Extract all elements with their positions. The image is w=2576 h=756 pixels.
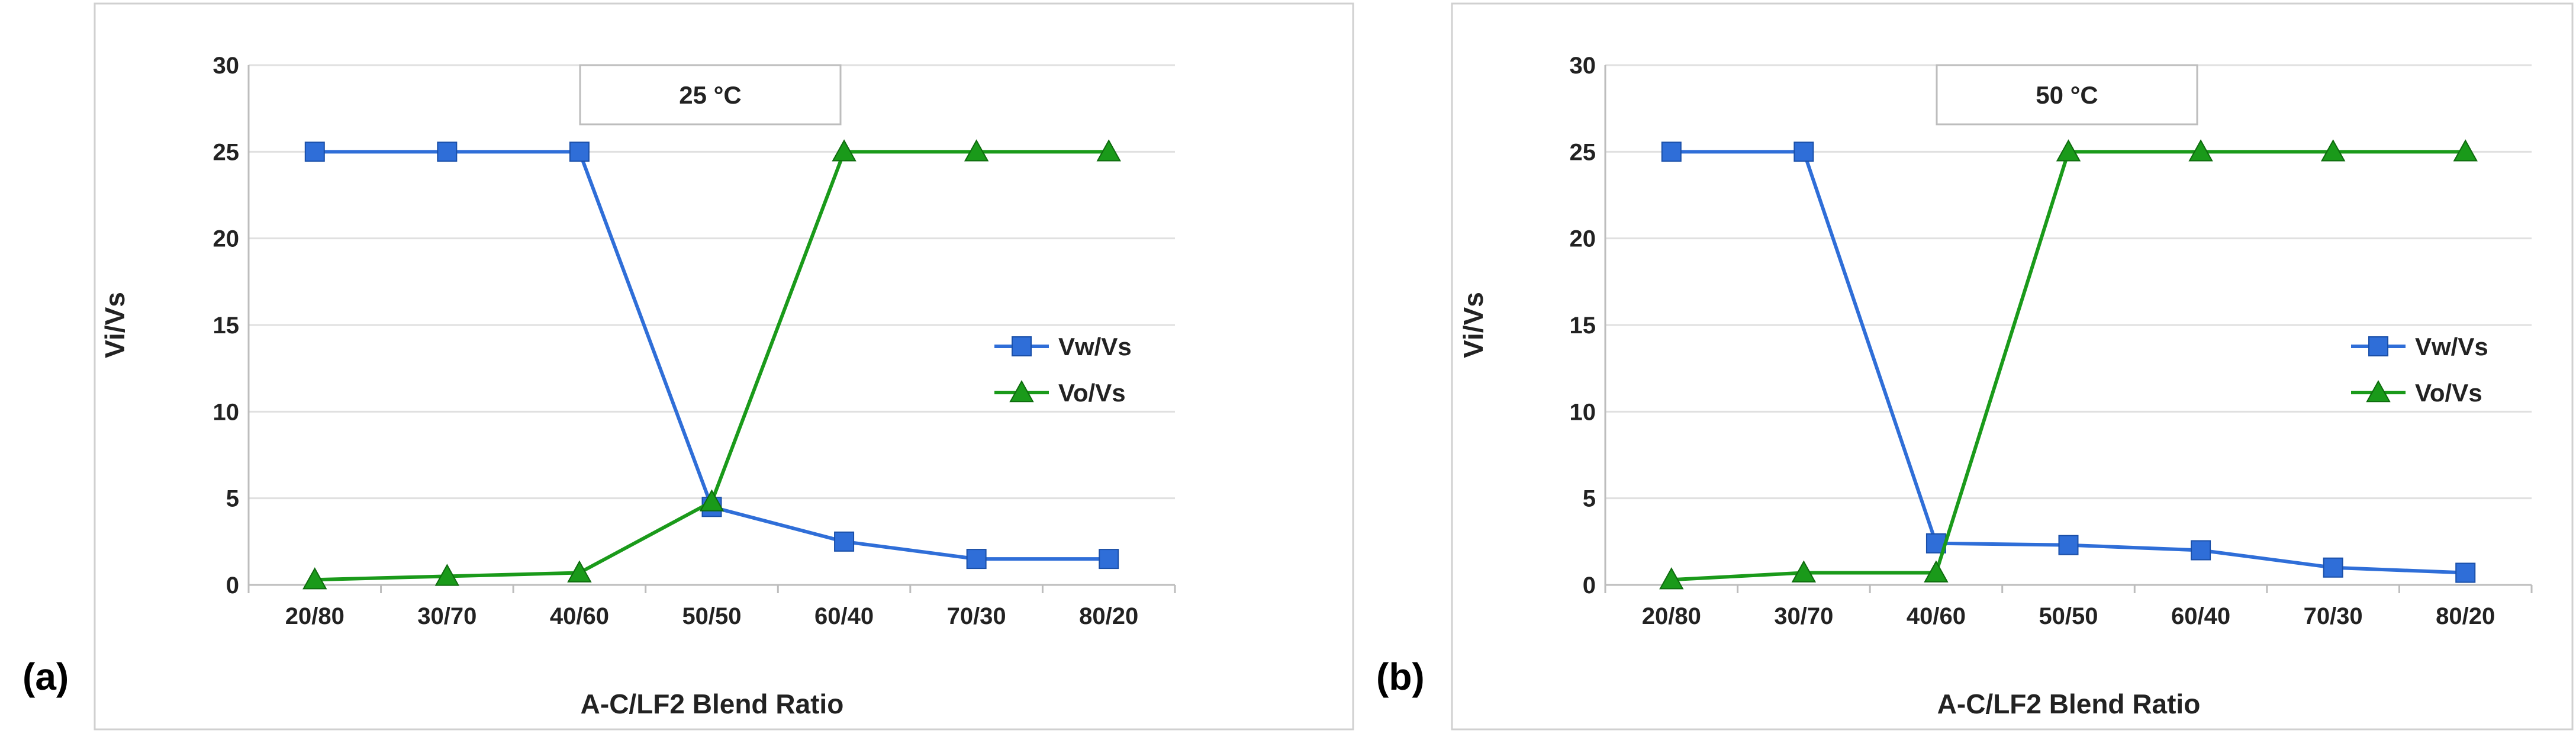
- x-tick-label: 50/50: [2039, 603, 2098, 629]
- legend-label: Vo/Vs: [1058, 379, 1126, 407]
- x-tick-label: 50/50: [682, 603, 741, 629]
- y-axis-title: Vi/Vs: [99, 292, 130, 358]
- y-axis-title: Vi/Vs: [1458, 292, 1489, 358]
- legend-label: Vw/Vs: [2415, 333, 2488, 361]
- data-point-vw-vs: [1099, 549, 1119, 570]
- data-point-vo-vs: [964, 139, 989, 162]
- data-point-vw-vs: [569, 141, 590, 162]
- x-tick-label: 80/20: [2436, 603, 2495, 629]
- y-tick-label: 20: [213, 226, 240, 252]
- y-tick-label: 0: [226, 572, 239, 599]
- panel-label: (b): [1376, 655, 1425, 698]
- x-tick-label: 20/80: [285, 603, 344, 629]
- x-tick-label: 60/40: [814, 603, 874, 629]
- x-axis-title: A-C/LF2 Blend Ratio: [581, 689, 844, 719]
- legend-marker: [1012, 336, 1032, 356]
- data-point-vo-vs: [1924, 560, 1949, 583]
- data-point-vw-vs: [2058, 535, 2079, 555]
- data-point-vw-vs: [2191, 540, 2211, 561]
- y-tick-label: 15: [1570, 313, 1596, 339]
- y-tick-label: 30: [1570, 53, 1596, 79]
- y-tick-label: 5: [226, 486, 239, 512]
- data-point-vw-vs: [2323, 557, 2343, 578]
- temperature-label: 50 °C: [2036, 81, 2098, 109]
- x-tick-label: 40/60: [550, 603, 609, 629]
- data-point-vo-vs: [2320, 139, 2346, 162]
- y-tick-label: 10: [1570, 399, 1596, 425]
- data-point-vo-vs: [2453, 139, 2478, 162]
- y-tick-label: 15: [213, 313, 240, 339]
- y-tick-label: 5: [1583, 486, 1596, 512]
- x-tick-label: 40/60: [1907, 603, 1966, 629]
- data-point-vo-vs: [1659, 567, 1684, 590]
- y-tick-label: 20: [1570, 226, 1596, 252]
- legend-marker: [1009, 379, 1034, 403]
- panel-label: (a): [22, 655, 69, 698]
- x-tick-label: 30/70: [417, 603, 476, 629]
- chart-panel-b: 0 5 10 15 20 25 30 20/80 30/70 40/60 50/50 60/40 70/…: [1376, 2, 2574, 731]
- y-tick-label: 25: [1570, 139, 1596, 165]
- x-tick-label: 30/70: [1774, 603, 1833, 629]
- data-point-vw-vs: [1793, 141, 1814, 162]
- data-point-vo-vs: [567, 560, 592, 583]
- y-tick-label: 25: [213, 139, 240, 165]
- legend-item-vw-vs: Vw/Vs: [2351, 333, 2488, 361]
- data-point-vo-vs: [1096, 139, 1121, 162]
- data-point-vo-vs: [1791, 560, 1817, 583]
- legend-item-vo-vs: Vo/Vs: [994, 379, 1126, 407]
- data-point-vo-vs: [302, 567, 327, 590]
- data-point-vw-vs: [1661, 141, 1682, 162]
- y-tick-label: 0: [1583, 572, 1596, 599]
- x-tick-label: 70/30: [2304, 603, 2363, 629]
- x-axis-title: A-C/LF2 Blend Ratio: [1937, 689, 2201, 719]
- data-point-vw-vs: [304, 141, 325, 162]
- data-point-vo-vs: [2056, 139, 2081, 162]
- data-point-vo-vs: [699, 489, 724, 511]
- temperature-label: 25 °C: [679, 81, 742, 109]
- x-tick-label: 80/20: [1079, 603, 1138, 629]
- data-point-vw-vs: [2455, 562, 2476, 583]
- x-tick-label: 70/30: [947, 603, 1006, 629]
- data-point-vw-vs: [437, 141, 458, 162]
- legend-item-vo-vs: Vo/Vs: [2351, 379, 2482, 407]
- legend-label: Vw/Vs: [1058, 333, 1132, 361]
- legend-item-vw-vs: Vw/Vs: [994, 333, 1132, 361]
- temperature-box: [1936, 64, 2198, 126]
- data-point-vw-vs: [834, 531, 855, 552]
- legend-marker: [2368, 336, 2388, 356]
- x-tick-label: 20/80: [1642, 603, 1701, 629]
- temperature-box: [579, 64, 842, 126]
- data-point-vo-vs: [434, 564, 460, 586]
- data-point-vo-vs: [2188, 139, 2213, 162]
- chart-panel-a: 0 5 10 15 20 25 30 20/80 30/70 40/60 50/50 60/40 70/…: [22, 2, 1354, 731]
- legend-marker: [2366, 379, 2391, 403]
- legend-label: Vo/Vs: [2415, 379, 2482, 407]
- y-tick-label: 30: [213, 53, 240, 79]
- data-point-vw-vs: [966, 549, 987, 570]
- data-point-vo-vs: [832, 139, 856, 162]
- y-tick-label: 10: [213, 399, 240, 425]
- x-tick-label: 60/40: [2171, 603, 2230, 629]
